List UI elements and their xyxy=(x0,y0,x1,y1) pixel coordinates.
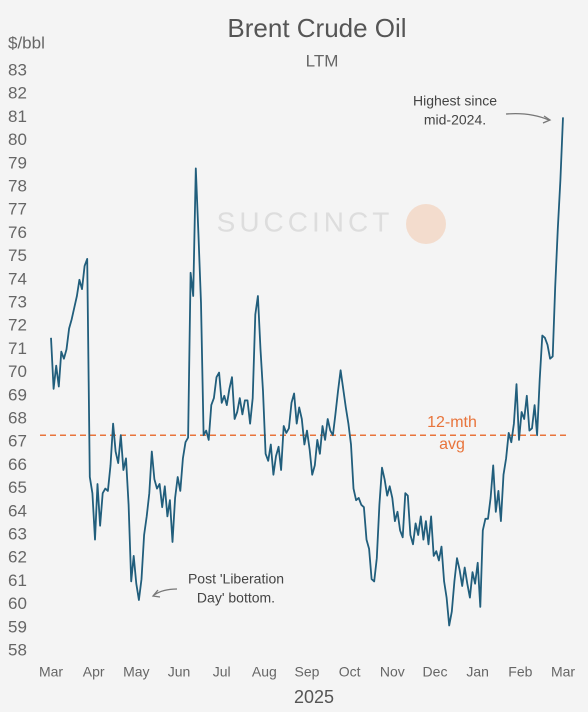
y-tick-label: 65 xyxy=(8,478,27,497)
y-tick-label: 77 xyxy=(8,200,27,219)
chart-subtitle: LTM xyxy=(306,51,339,70)
x-tick-label: Apr xyxy=(83,664,105,680)
y-tick-label: 73 xyxy=(8,292,27,311)
y-tick-label: 79 xyxy=(8,153,27,172)
y-tick-label: 83 xyxy=(8,60,27,79)
annotation-arrow xyxy=(153,588,178,596)
x-tick-label: Nov xyxy=(380,664,405,680)
annotation-arrow xyxy=(505,112,550,121)
x-tick-label: Aug xyxy=(252,664,277,680)
annotation: Highest since xyxy=(413,93,497,109)
y-tick-label: 74 xyxy=(8,269,27,288)
y-tick-label: 72 xyxy=(8,316,27,335)
y-tick-label: 81 xyxy=(8,107,27,126)
y-tick-label: 61 xyxy=(8,571,27,590)
annotation-arrow-head xyxy=(151,589,161,598)
x-axis-label: 2025 xyxy=(294,687,334,707)
average-label: avg xyxy=(439,436,465,453)
y-tick-label: 58 xyxy=(8,640,27,659)
chart-title: Brent Crude Oil xyxy=(227,13,406,43)
x-tick-label: Jun xyxy=(168,664,191,680)
annotation: Day' bottom. xyxy=(197,590,275,606)
y-tick-label: 63 xyxy=(8,524,27,543)
y-tick-label: 59 xyxy=(8,617,27,636)
watermark-logo xyxy=(406,204,446,244)
y-tick-label: 80 xyxy=(8,130,27,149)
x-tick-label: Jul xyxy=(213,664,231,680)
annotation-arrow-head xyxy=(542,115,552,124)
y-tick-label: 70 xyxy=(8,362,27,381)
y-tick-label: 78 xyxy=(8,176,27,195)
y-tick-label: 62 xyxy=(8,548,27,567)
y-tick-label: 66 xyxy=(8,455,27,474)
y-tick-label: 69 xyxy=(8,385,27,404)
annotation: Post 'Liberation xyxy=(188,571,284,587)
annotation: mid-2024. xyxy=(424,112,486,128)
x-tick-label: Dec xyxy=(423,664,448,680)
y-tick-label: 68 xyxy=(8,408,27,427)
average-label: 12-mth xyxy=(427,414,477,431)
y-axis-label: $/bbl xyxy=(8,33,45,52)
y-tick-label: 60 xyxy=(8,594,27,613)
x-tick-label: Sep xyxy=(295,664,320,680)
y-tick-label: 82 xyxy=(8,84,27,103)
y-tick-label: 71 xyxy=(8,339,27,358)
x-tick-label: Mar xyxy=(551,664,575,680)
y-tick-label: 64 xyxy=(8,501,27,520)
x-tick-label: Oct xyxy=(339,664,361,680)
x-tick-label: Mar xyxy=(39,664,63,680)
y-tick-label: 76 xyxy=(8,223,27,242)
x-tick-label: May xyxy=(123,664,149,680)
x-tick-label: Jan xyxy=(466,664,489,680)
y-tick-label: 67 xyxy=(8,432,27,451)
y-tick-label: 75 xyxy=(8,246,27,265)
x-tick-label: Feb xyxy=(508,664,532,680)
price-line xyxy=(50,117,564,627)
watermark: SUCCINCT xyxy=(217,206,394,237)
